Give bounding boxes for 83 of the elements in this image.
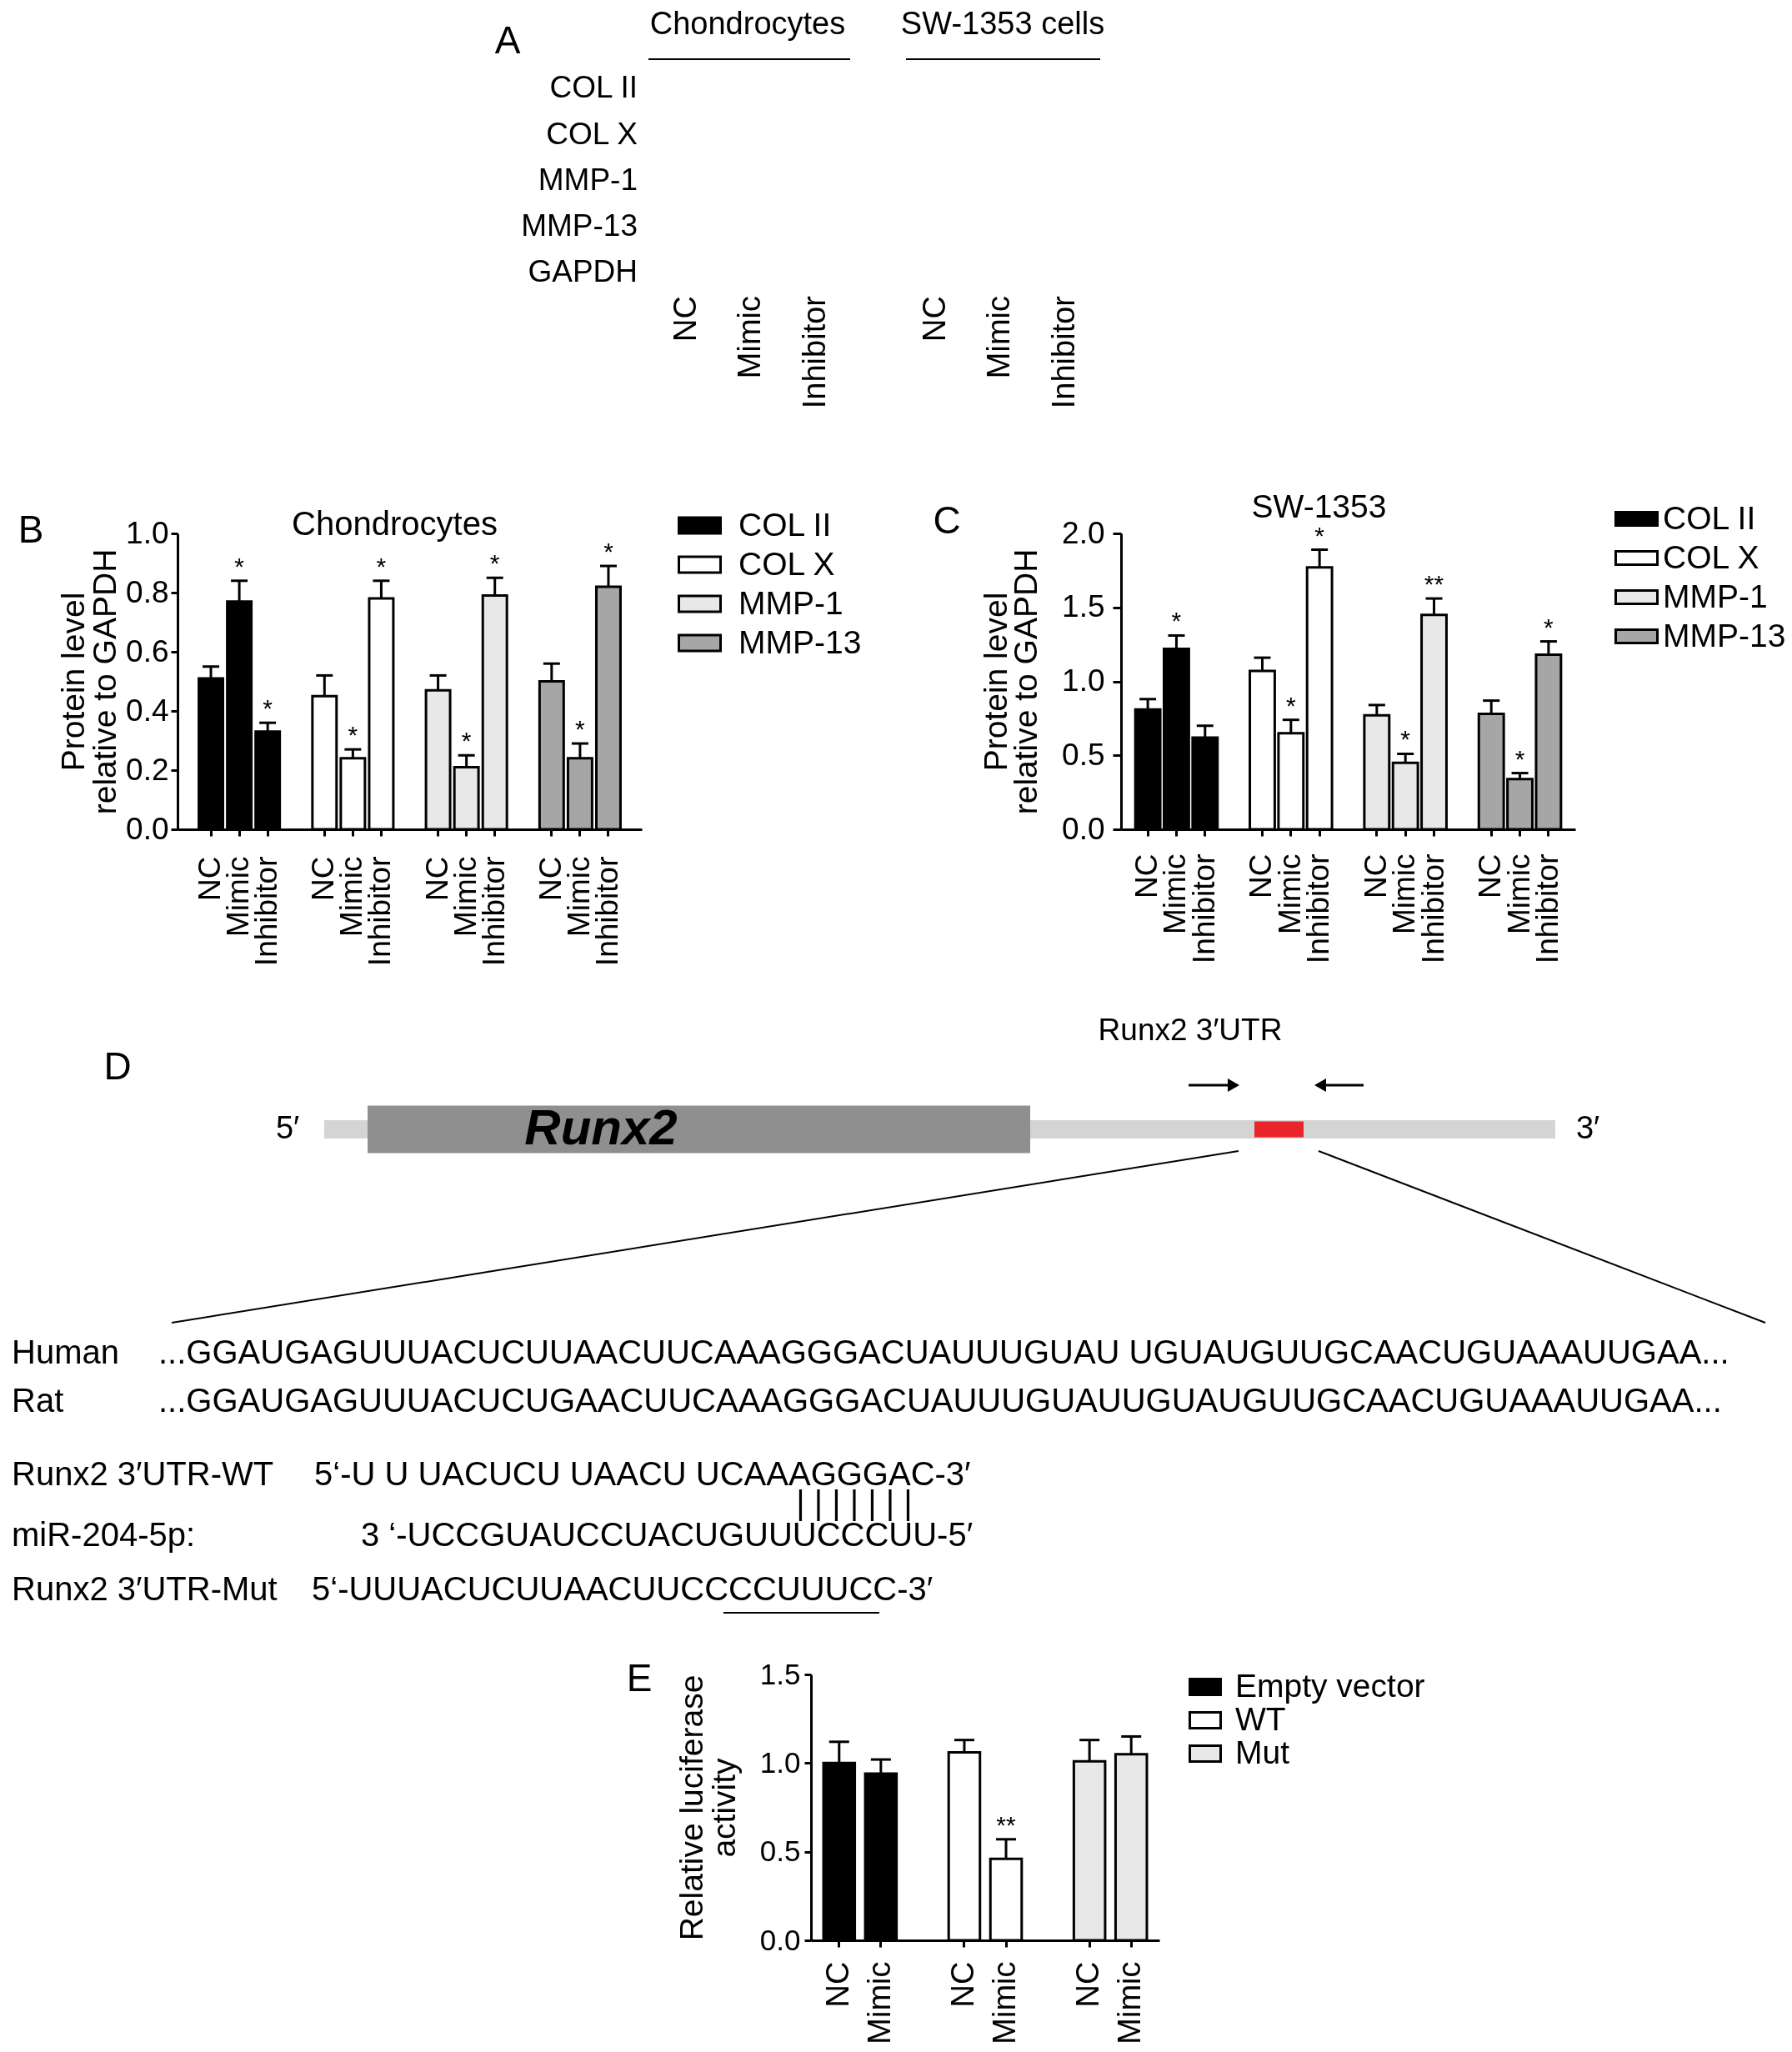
y-tick-label: 0.8	[126, 574, 169, 609]
text: NC	[668, 296, 703, 342]
data-label: *	[1285, 691, 1296, 719]
x-tick-label: Inhibitor	[363, 856, 398, 967]
x-tick-label: NC	[819, 1961, 855, 2008]
text: Mimic	[732, 296, 767, 379]
text: Runx2 3′UTR	[1098, 1013, 1283, 1047]
text: Inhibitor	[797, 295, 832, 409]
text: B	[18, 508, 44, 551]
text: miR-204-5p:	[12, 1516, 196, 1553]
text: 5‘-UUUACUCUUAACUUCCCCUUUCC-3′	[312, 1570, 934, 1607]
y-tick-label: 0.0	[759, 1923, 801, 1956]
x-tick-label: NC	[1070, 1961, 1106, 2008]
legend-label: MMP-13	[738, 623, 862, 660]
y-tick-label: 1.0	[126, 515, 169, 550]
legend-label: COL X	[1663, 538, 1759, 575]
y-axis-title: Protein level relative to GAPDH	[54, 548, 123, 815]
legend-label: COL II	[738, 506, 832, 543]
data-label: *	[461, 727, 472, 755]
text: E	[626, 1656, 653, 1699]
data-label: *	[1171, 607, 1182, 635]
y-tick-label: 0.5	[759, 1834, 801, 1868]
legend-label: MMP-1	[738, 584, 843, 621]
legend-label: WT	[1235, 1701, 1286, 1737]
data-label: *	[575, 715, 586, 743]
text: NC	[917, 296, 952, 342]
x-tick-label: NC	[944, 1961, 980, 2008]
y-tick-label: 0.0	[1062, 811, 1105, 846]
text: GAPDH	[528, 254, 638, 288]
x-tick-label: Mimic	[1112, 1961, 1148, 2044]
chart-title: Chondrocytes	[292, 505, 498, 542]
x-tick-label: Mimic	[987, 1961, 1023, 2044]
y-tick-label: 0.0	[126, 811, 169, 846]
text: SW-1353 cells	[900, 6, 1105, 41]
text: Runx2	[524, 1099, 678, 1155]
text: ...GGAUGAGUUUACUCUUAACUUCAAAGGGACUAUUUGUAU UGUAUGUUGCAACUGUAAAUUGAA...	[158, 1334, 1729, 1370]
x-tick-label: Inhibitor	[249, 856, 284, 967]
data-label: *	[348, 721, 358, 749]
text: Chondrocytes	[649, 6, 846, 41]
text: ...GGAUGAGUUUACUCUGAACUUCAAAGGGACUAUUUGUAUUGUAUGUUGCAACUGUAAAUUGAA...	[158, 1382, 1722, 1419]
y-tick-label: 0.2	[126, 752, 169, 787]
y-tick-label: 0.6	[126, 633, 169, 668]
data-label: *	[489, 549, 500, 578]
text: Mimic	[981, 296, 1016, 379]
x-tick-label: Mimic	[861, 1961, 897, 2044]
text: Inhibitor	[1046, 295, 1081, 409]
y-tick-label: 1.5	[1062, 589, 1105, 624]
data-label: *	[376, 552, 387, 580]
y-tick-label: 0.5	[1062, 737, 1105, 772]
data-label: *	[1400, 725, 1411, 753]
text: MMP-1	[538, 163, 638, 197]
text: COL X	[546, 117, 638, 151]
text: 3′	[1575, 1110, 1600, 1145]
text: C	[933, 498, 961, 542]
data-label: **	[996, 1810, 1017, 1839]
y-tick-label: 1.0	[1062, 663, 1105, 698]
text: A	[494, 18, 521, 62]
y-axis-title: Relative luciferase activity	[673, 1674, 742, 1941]
text: Human	[12, 1334, 119, 1370]
y-tick-label: 0.4	[126, 693, 169, 728]
legend-label: Empty vector	[1235, 1668, 1425, 1704]
data-label: **	[1424, 570, 1444, 598]
data-label: *	[1514, 744, 1525, 773]
text: Rat	[12, 1382, 64, 1419]
y-tick-label: 2.0	[1062, 515, 1105, 550]
legend-label: COL X	[738, 545, 835, 582]
y-tick-label: 1.0	[759, 1745, 801, 1779]
data-label: *	[234, 552, 245, 580]
text: COL II	[549, 70, 638, 104]
legend-label: MMP-13	[1663, 617, 1786, 653]
y-tick-label: 1.5	[759, 1657, 801, 1690]
data-label: *	[263, 694, 273, 723]
text: Runx2 3′UTR-WT	[12, 1455, 274, 1492]
data-label: *	[603, 538, 614, 566]
legend-label: Mut	[1235, 1734, 1290, 1770]
text: Runx2 3′UTR-Mut	[12, 1570, 278, 1607]
data-label: *	[1544, 613, 1554, 641]
legend-label: MMP-1	[1663, 578, 1768, 614]
text: 5′	[275, 1110, 300, 1145]
text: MMP-13	[521, 208, 638, 243]
legend-label: COL II	[1663, 499, 1756, 536]
y-axis-title: Protein level relative to GAPDH	[977, 548, 1044, 815]
text: D	[103, 1044, 132, 1088]
